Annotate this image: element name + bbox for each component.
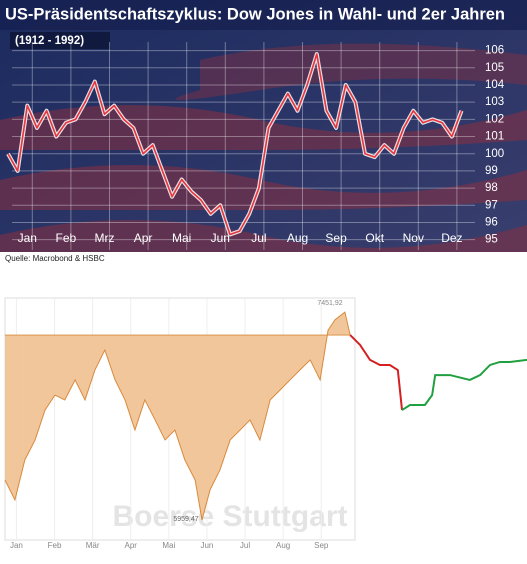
y-tick-label: 105 [485,62,504,74]
watermark: Boerse Stuttgart [112,500,347,533]
line [350,335,402,410]
chart-title: US-Präsidentschaftszyklus: Dow Jones in … [5,5,505,23]
area-fill [5,312,350,520]
x-tick-label: Mai [162,541,175,550]
y-tick-label: 99 [485,165,498,177]
bottom-chart: Boerse Stuttgart Jan Feb Mär Apr Mai Jun Jul Aug… [5,298,527,550]
line [402,360,527,410]
y-tick-label: 106 [485,45,504,57]
x-tick-label: Dez [441,231,462,245]
x-tick-label: Sep [314,541,329,550]
top-chart: US-Präsidentschaftszyklus: Dow Jones in … [0,0,527,268]
y-tick-label: 101 [485,131,504,143]
x-tick-label: Sep [325,231,347,245]
y-tick-label: 97 [485,199,498,211]
y-tick-label: 95 [485,234,498,246]
subtitle: (1912 - 1992) [15,35,84,47]
x-tick-label: Mrz [95,231,115,245]
x-tick-label: Jun [200,541,213,550]
y-tick-label: 96 [485,217,498,229]
y-tick-label: 104 [485,79,505,91]
x-tick-label: Jan [18,231,37,245]
x-tick-label: Feb [48,541,62,550]
x-tick-label: Apr [134,231,153,245]
y-tick-label: 103 [485,96,504,108]
x-tick-label: Jun [211,231,230,245]
annotation: 7451,92 [317,300,342,307]
y-tick-label: 102 [485,113,504,125]
annotation: 5959,47 [173,516,198,523]
x-tick-label: Apr [125,541,138,550]
x-tick-label: Aug [287,231,308,245]
y-tick-label: 98 [485,182,498,194]
source: Quelle: Macrobond & HSBC [5,254,105,263]
x-tick-label: Nov [403,231,424,245]
x-tick-label: Jan [10,541,23,550]
x-tick-label: Jul [240,541,250,550]
x-tick-label: Jul [251,231,266,245]
x-tick-label: Feb [56,231,77,245]
x-tick-label: Mai [172,231,191,245]
x-tick-label: Aug [276,541,290,550]
x-tick-label: Okt [365,231,384,245]
x-tick-label: Mär [86,541,100,550]
y-tick-label: 100 [485,148,504,160]
